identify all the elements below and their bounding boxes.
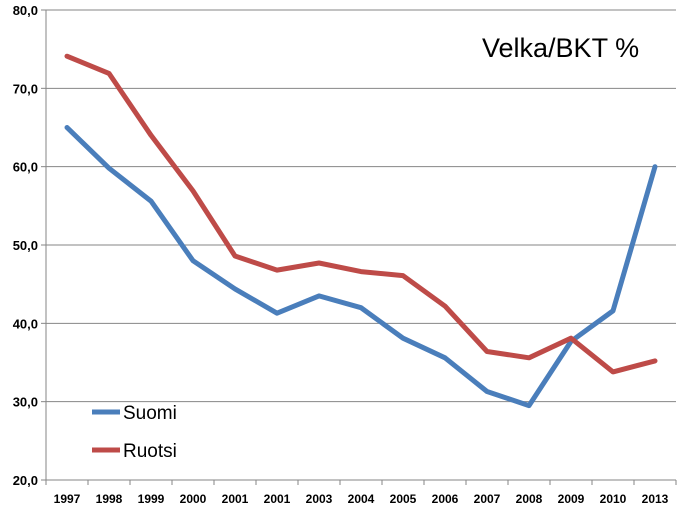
series-lines bbox=[64, 53, 658, 409]
legend-label: Ruotsi bbox=[123, 441, 177, 462]
x-tick-label: 2000 bbox=[180, 492, 207, 506]
y-tick-label: 70,0 bbox=[13, 81, 38, 96]
x-axis-ticks: 1997 1998 1999 2000 2001 2001 2003 2004 2005 2006… bbox=[45, 480, 677, 506]
x-tick-label: 2008 bbox=[516, 492, 543, 506]
x-tick-label: 2010 bbox=[600, 492, 627, 506]
y-tick-label: 50,0 bbox=[13, 238, 38, 253]
x-tick-label: 2001 bbox=[222, 492, 249, 506]
series-line-ruotsi bbox=[64, 53, 658, 375]
x-tick-label: 2006 bbox=[432, 492, 459, 506]
x-tick-label: 1998 bbox=[96, 492, 123, 506]
x-tick-label: 2005 bbox=[390, 492, 417, 506]
y-tick-label: 80,0 bbox=[13, 3, 38, 18]
legend: Suomi Ruotsi bbox=[92, 403, 177, 462]
x-tick-label: 2013 bbox=[642, 492, 669, 506]
x-tick-label: 2009 bbox=[558, 492, 585, 506]
y-axis-ticks: 20,0 30,0 40,0 50,0 60,0 70,0 80,0 bbox=[13, 3, 46, 488]
y-tick-label: 40,0 bbox=[13, 316, 38, 331]
legend-label: Suomi bbox=[123, 403, 177, 424]
x-tick-label: 2007 bbox=[474, 492, 501, 506]
x-tick-label: 1999 bbox=[138, 492, 165, 506]
x-tick-label: 1997 bbox=[54, 492, 81, 506]
y-tick-label: 60,0 bbox=[13, 160, 38, 175]
x-tick-label: 2001 bbox=[264, 492, 291, 506]
series-line-suomi bbox=[64, 125, 658, 409]
chart-title: Velka/BKT % bbox=[482, 33, 639, 63]
y-tick-label: 20,0 bbox=[13, 473, 38, 488]
x-tick-label: 2003 bbox=[306, 492, 333, 506]
y-tick-label: 30,0 bbox=[13, 395, 38, 410]
axes bbox=[45, 10, 676, 481]
x-tick-label: 2004 bbox=[348, 492, 375, 506]
gridlines bbox=[46, 9, 676, 403]
